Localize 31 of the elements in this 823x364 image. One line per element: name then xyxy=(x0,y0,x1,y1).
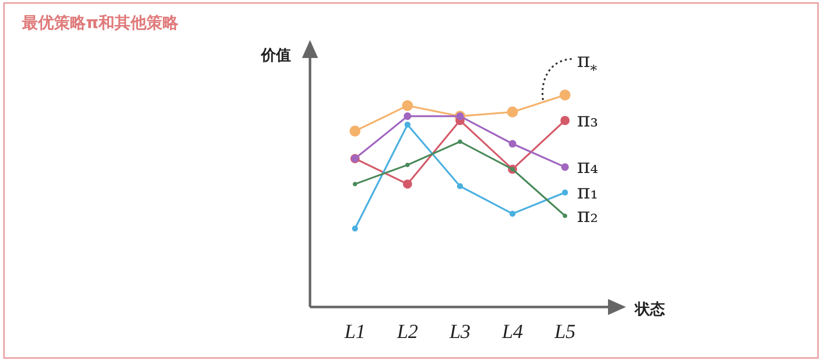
point xyxy=(562,190,568,196)
x-tick-label: L2 xyxy=(396,321,418,343)
point xyxy=(404,122,410,128)
text: 最优策略π和其他策略 xyxy=(21,13,180,32)
point xyxy=(457,183,463,190)
point xyxy=(508,140,516,148)
point xyxy=(404,112,412,120)
point xyxy=(560,90,570,100)
point xyxy=(562,214,568,218)
point xyxy=(560,116,570,126)
point xyxy=(507,106,518,118)
point xyxy=(352,182,358,186)
x-axis-title: 状态 xyxy=(634,300,665,318)
series-label: π₄ xyxy=(577,154,598,178)
series-label: π₂ xyxy=(577,202,598,227)
point xyxy=(458,139,462,144)
point xyxy=(402,100,413,111)
x-tick-label: L3 xyxy=(448,321,471,343)
series-label: π₃ xyxy=(577,107,598,132)
x-tick-label: L4 xyxy=(500,321,524,343)
point xyxy=(510,210,516,217)
point xyxy=(350,126,360,136)
x-tick-label: L1 xyxy=(343,321,366,343)
point xyxy=(561,163,569,171)
series-label: π$_{*}$ xyxy=(577,48,598,79)
y-axis-title: 价值 xyxy=(260,46,291,64)
series-label: π₁ xyxy=(577,180,598,204)
point xyxy=(402,179,412,189)
point xyxy=(405,162,410,168)
x-tick-label: L5 xyxy=(553,321,576,343)
point xyxy=(352,226,358,232)
